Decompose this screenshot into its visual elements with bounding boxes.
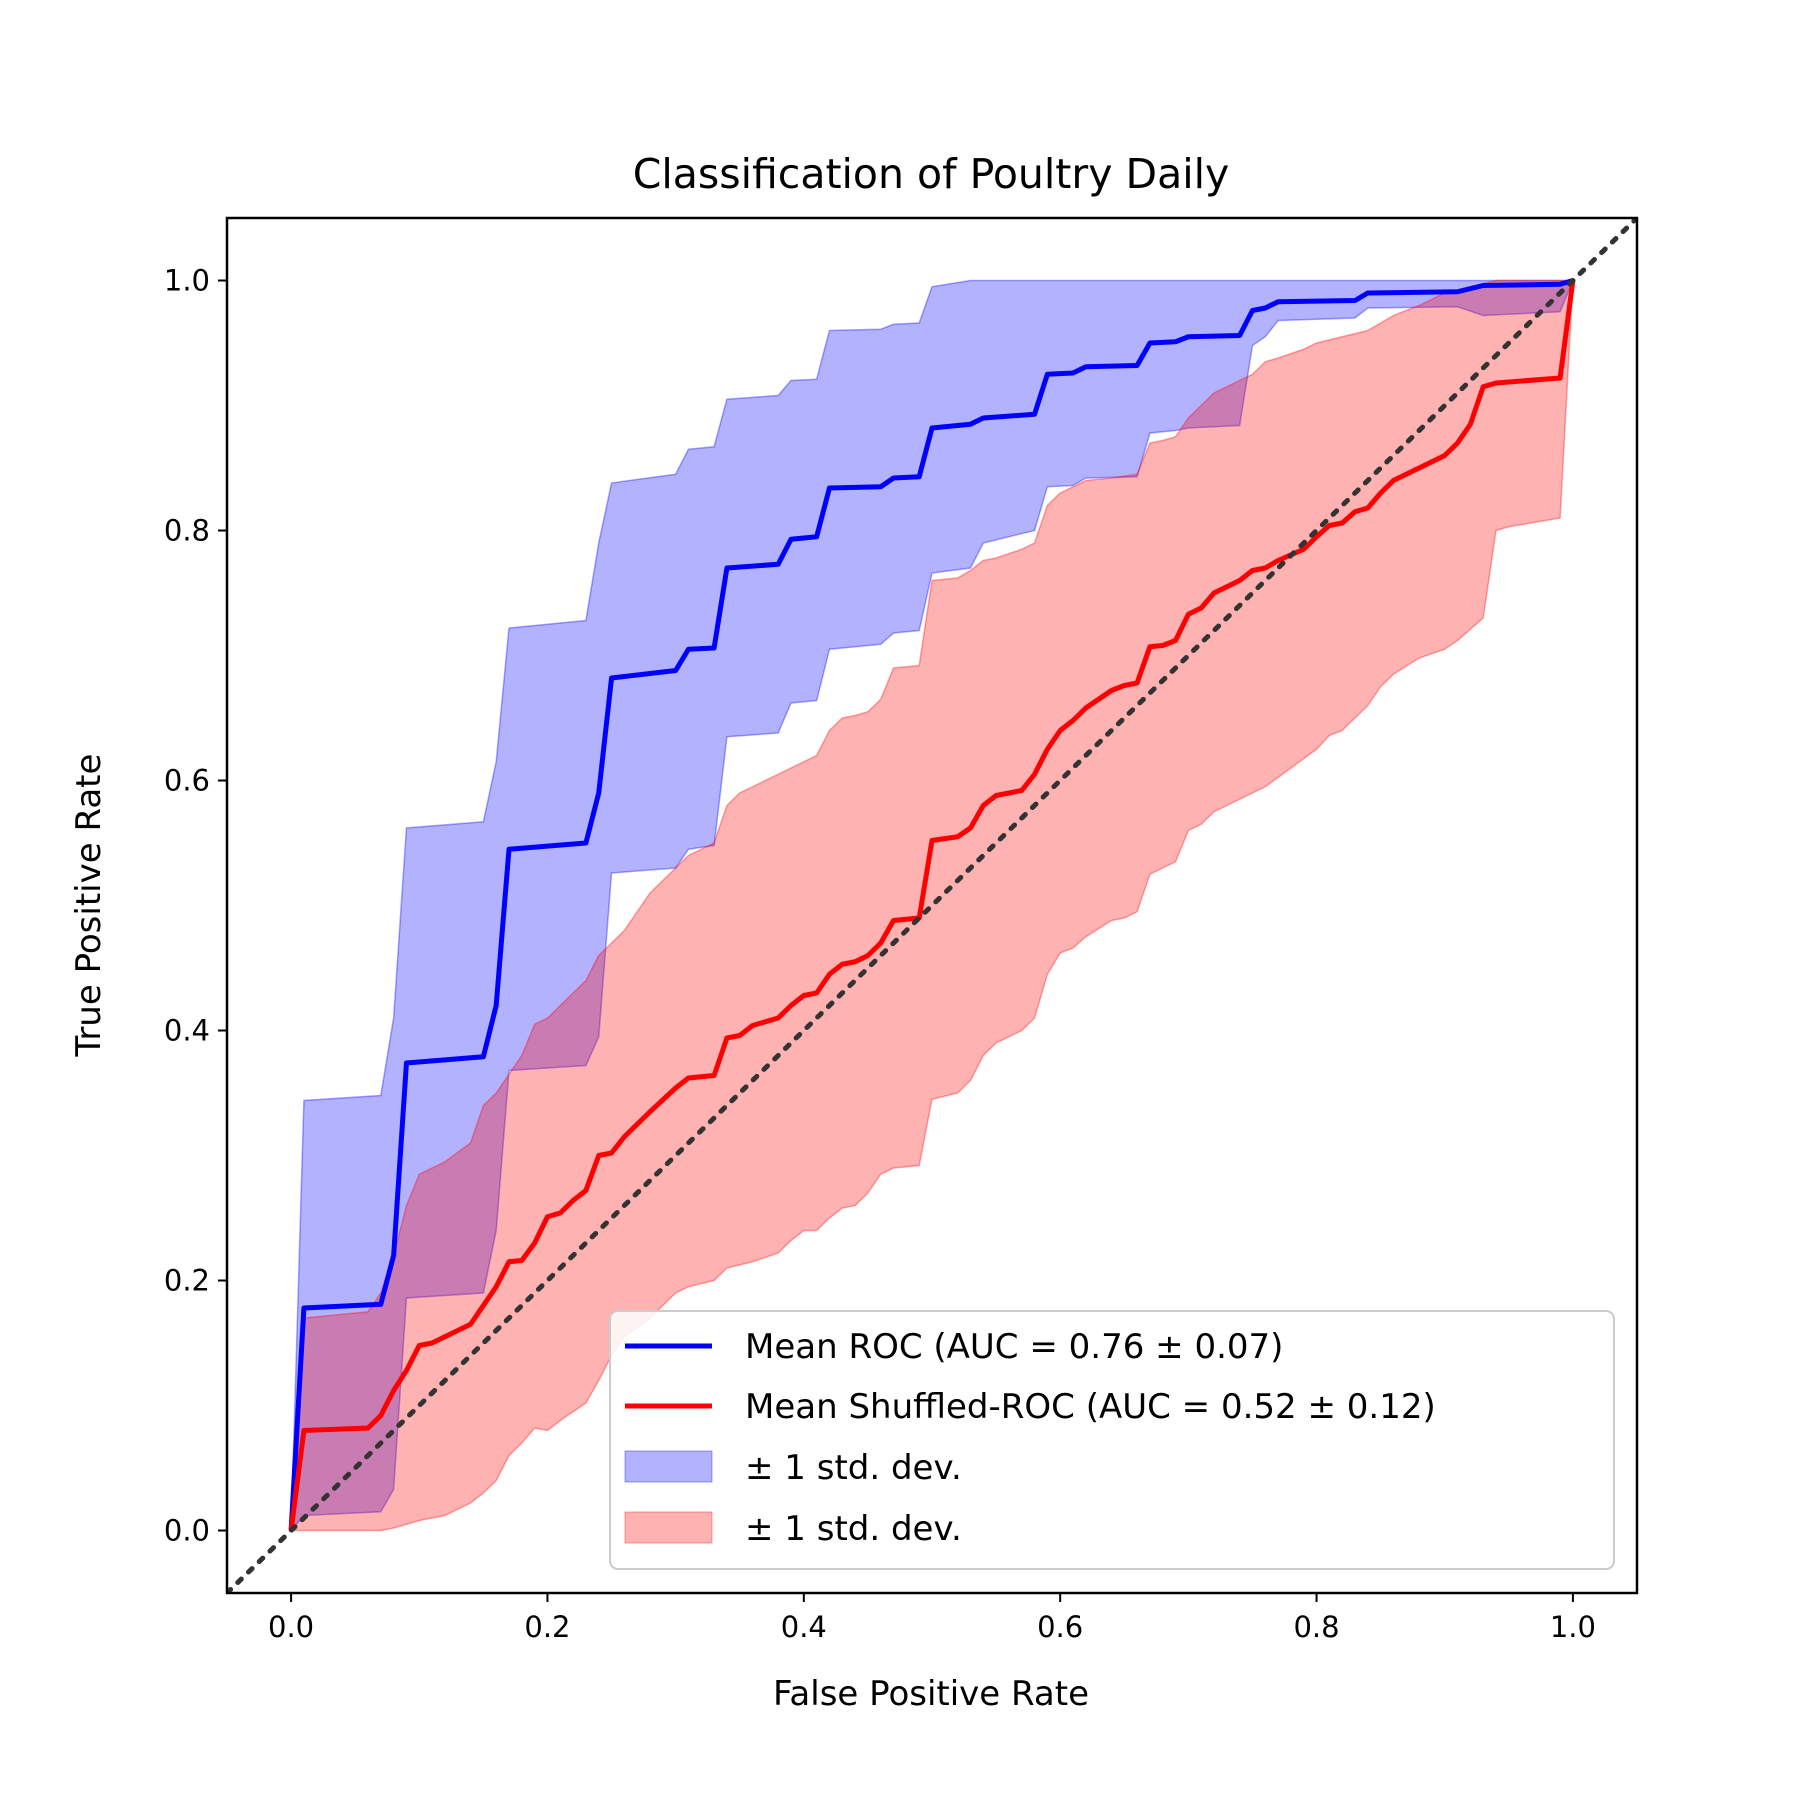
legend: Mean ROC (AUC = 0.76 ± 0.07) Mean Shuffl…	[609, 1310, 1615, 1570]
y-tick-label: 1.0	[164, 264, 210, 298]
mean-shuffled-roc-line	[288, 280, 1576, 1531]
chance-diagonal-line	[227, 218, 1637, 1593]
legend-label-mean-roc: Mean ROC (AUC = 0.76 ± 0.07)	[745, 1327, 1283, 1367]
y-tick-label: 0.0	[164, 1514, 210, 1548]
legend-label-shuffled-roc: Mean Shuffled-ROC (AUC = 0.52 ± 0.12)	[745, 1387, 1436, 1427]
x-tick-label: 0.6	[1037, 1610, 1083, 1644]
y-axis-ticks: 0.0 0.2 0.4 0.6 0.8 1.0	[164, 264, 227, 1548]
y-tick-label: 0.4	[164, 1014, 210, 1048]
x-tick-label: 1.0	[1550, 1610, 1596, 1644]
chart-title: Classification of Poultry Daily	[633, 150, 1230, 198]
legend-swatch-red-band	[624, 1511, 713, 1544]
legend-label-blue-band: ± 1 std. dev.	[745, 1448, 962, 1488]
mean-roc-line	[288, 278, 1574, 1531]
y-tick-label: 0.2	[164, 1264, 210, 1298]
legend-label-red-band: ± 1 std. dev.	[745, 1509, 962, 1549]
x-tick-label: 0.2	[524, 1610, 570, 1644]
legend-swatch-blue-band	[624, 1450, 713, 1483]
std-band-blue	[290, 279, 1575, 1533]
y-tick-label: 0.8	[164, 514, 210, 548]
plot-area	[227, 218, 1637, 1593]
y-axis-label: True Positive Rate	[69, 754, 109, 1058]
y-tick-label: 0.6	[164, 764, 210, 798]
x-tick-label: 0.8	[1293, 1610, 1339, 1644]
x-axis-label: False Positive Rate	[773, 1674, 1089, 1714]
x-axis-ticks: 0.0 0.2 0.4 0.6 0.8 1.0	[268, 1593, 1596, 1644]
legend-box	[609, 1310, 1615, 1570]
x-tick-label: 0.0	[268, 1610, 314, 1644]
plot-frame	[225, 216, 1639, 1595]
x-tick-label: 0.4	[781, 1610, 827, 1644]
